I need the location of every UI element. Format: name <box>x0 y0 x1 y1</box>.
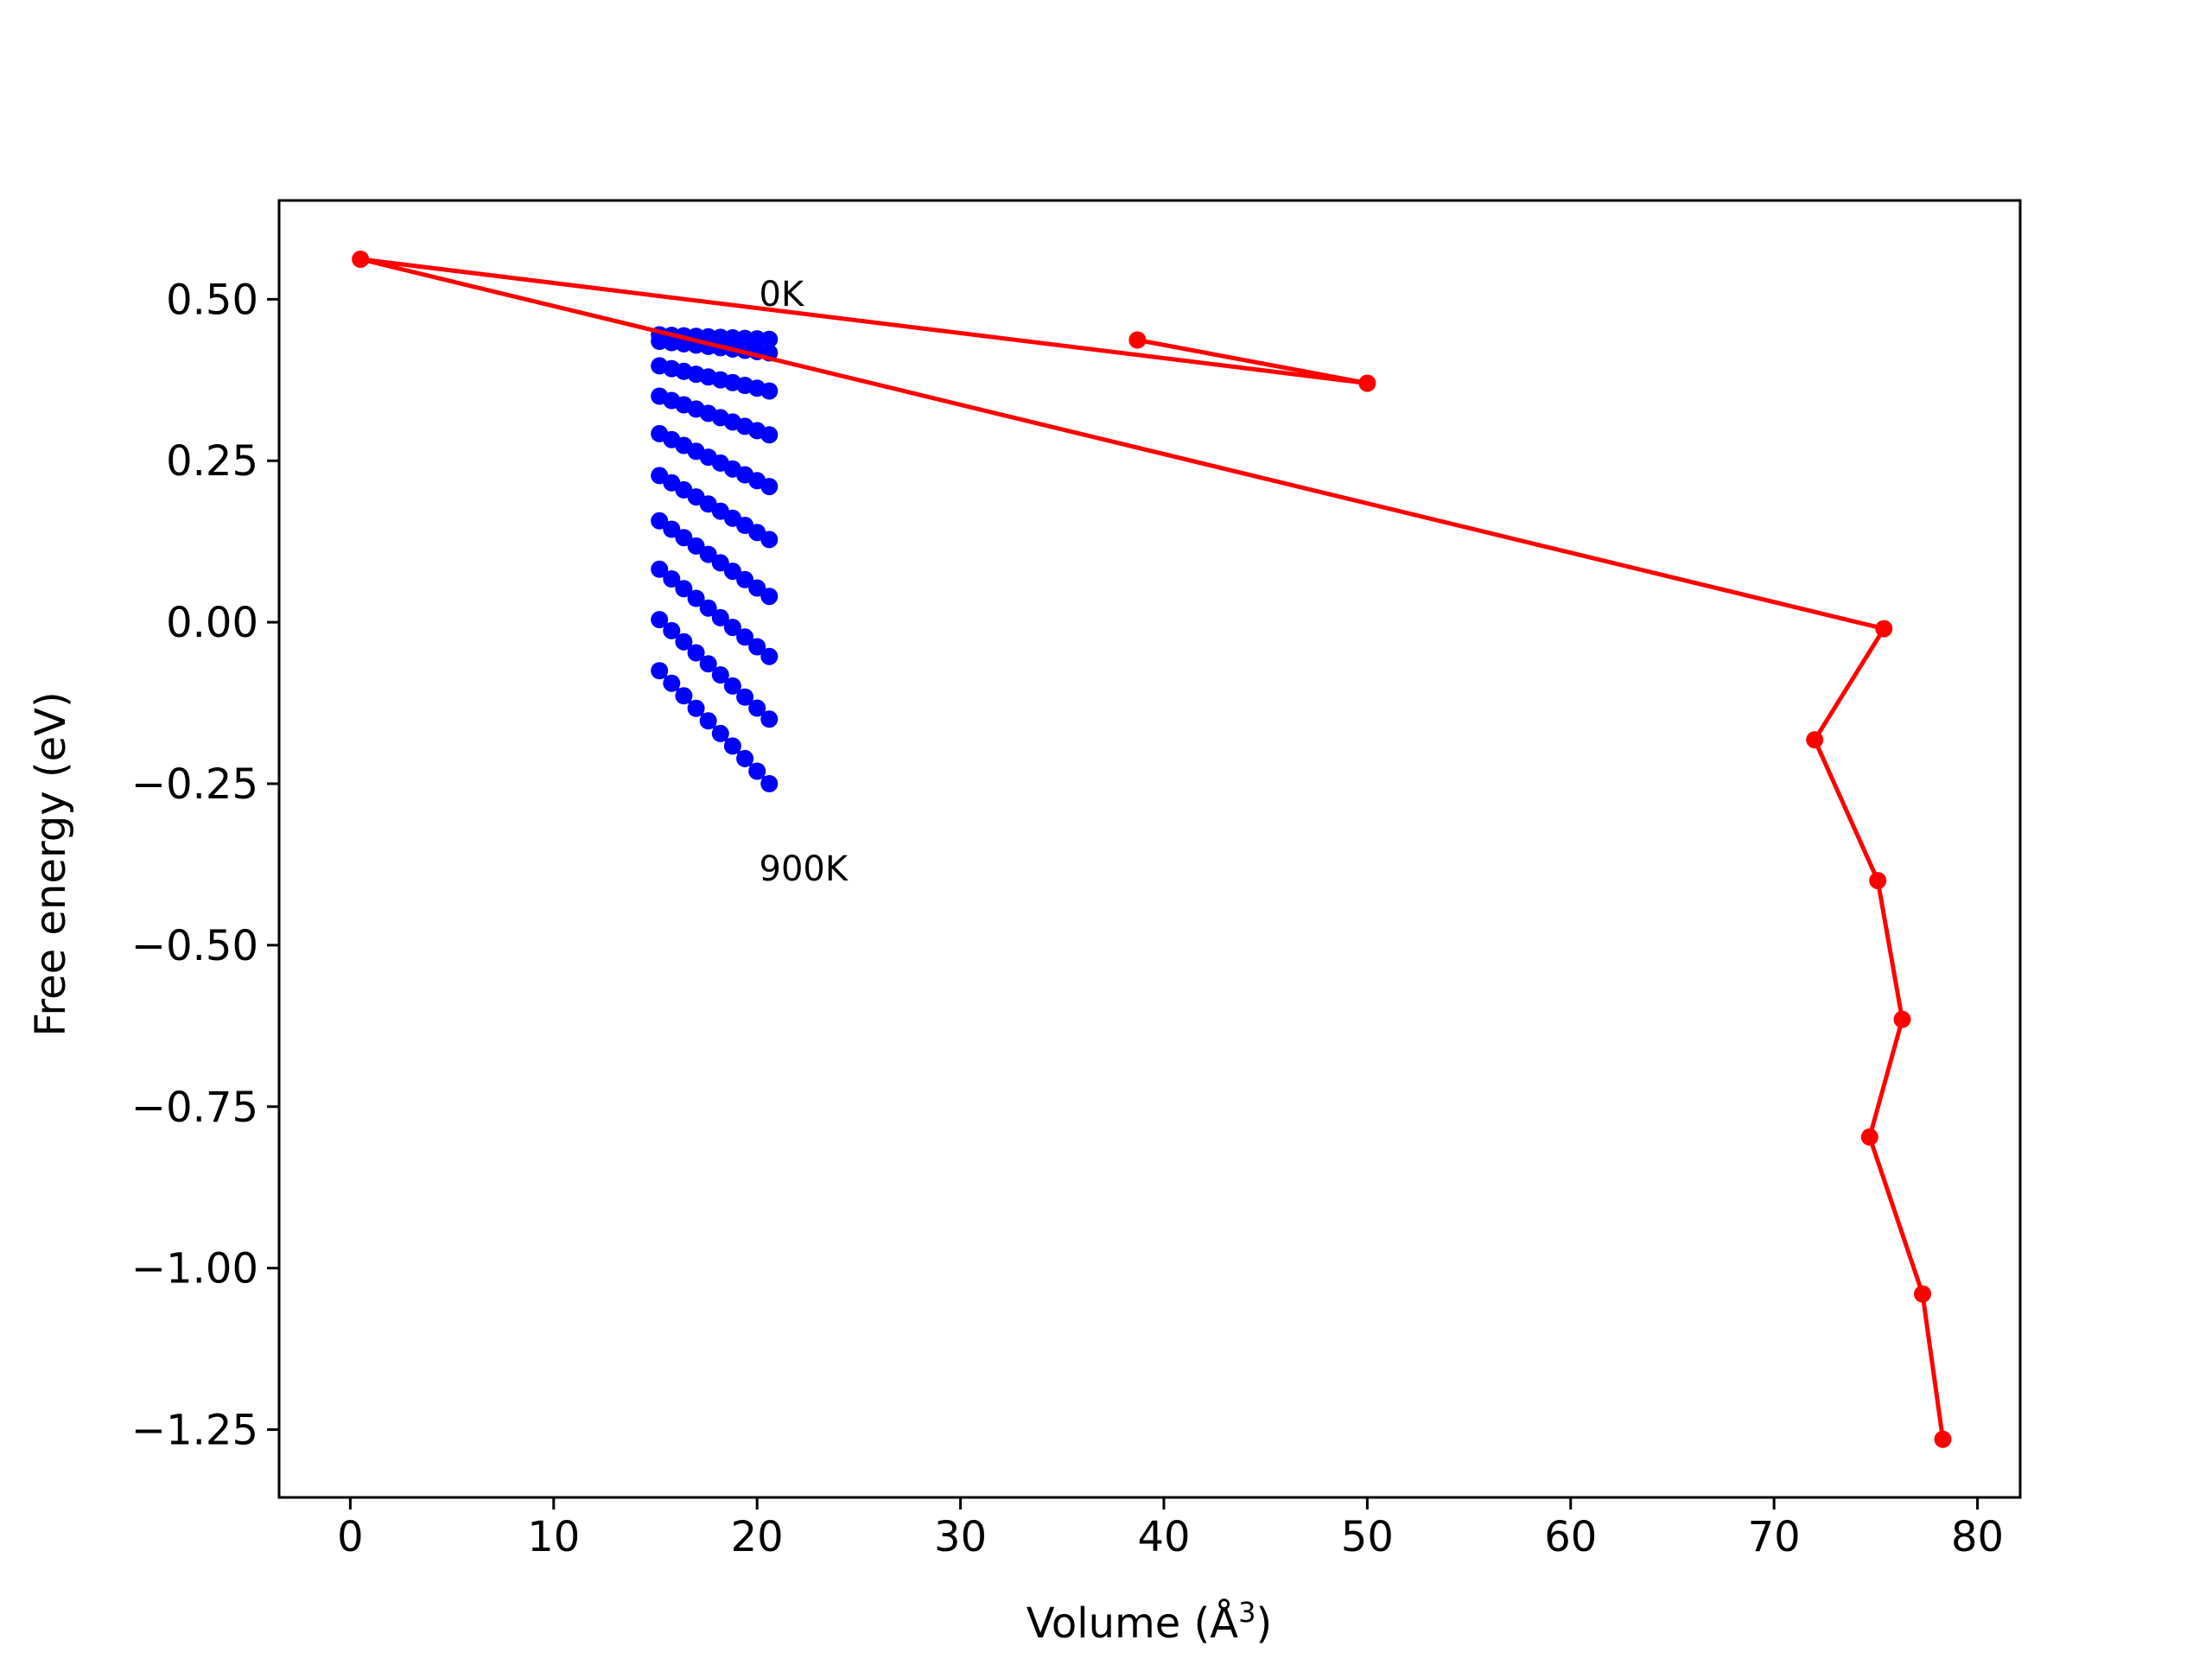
series-1-point <box>711 554 729 572</box>
x-tick-label: 40 <box>1137 1513 1190 1561</box>
x-tick-label: 20 <box>731 1513 784 1561</box>
y-tick-label: 0.25 <box>166 437 258 486</box>
series-1-point <box>699 712 717 730</box>
x-axis-label: Volume (Å3) <box>1027 1596 1272 1648</box>
series-2-point <box>352 251 370 268</box>
series-1-point <box>760 330 779 348</box>
x-tick-label: 80 <box>1951 1513 2004 1561</box>
annotation-label: 900K <box>760 849 849 889</box>
series-1-point <box>651 512 669 530</box>
x-tick-label: 50 <box>1341 1513 1394 1561</box>
series-1-point <box>699 655 717 673</box>
x-axis-label-main: Volume (Å <box>1027 1599 1239 1648</box>
series-1-point <box>736 628 754 646</box>
series-1-point <box>663 674 681 692</box>
series-2-point <box>1893 1010 1911 1028</box>
series-1-point <box>760 647 779 665</box>
y-axis: 0.50 0.25 0.00 −0.25 −0.50 −0.75 −1.00 −1.25 <box>131 276 279 1455</box>
x-tick-label: 0 <box>337 1513 364 1561</box>
series-1-point <box>748 579 766 597</box>
series-1-point <box>748 699 766 717</box>
series-1-point <box>723 563 741 581</box>
series-1-point <box>711 724 729 742</box>
y-tick-label: −1.00 <box>131 1245 258 1294</box>
series-1-point <box>675 687 693 705</box>
series-1-point <box>736 329 754 347</box>
y-tick-label: 0.00 <box>166 599 258 647</box>
series-1-point <box>651 611 669 629</box>
series-1-point <box>687 699 705 717</box>
series-1-point <box>663 621 681 639</box>
series-2-point <box>1358 374 1376 392</box>
series-1-point <box>736 688 754 706</box>
series-1-point <box>748 330 766 348</box>
y-tick-label: −0.75 <box>131 1084 258 1132</box>
series-1-point <box>760 710 779 728</box>
y-axis-label: Free energy (eV) <box>27 691 75 1036</box>
x-tick-label: 70 <box>1748 1513 1801 1561</box>
series-1-point <box>760 531 779 549</box>
x-axis-label-superscript: 3 <box>1238 1596 1255 1629</box>
series-1-point <box>687 589 705 607</box>
series-2-line-1 <box>358 257 1945 1440</box>
series-1-point <box>699 599 717 617</box>
x-axis-label-close: ) <box>1255 1599 1272 1648</box>
series-1-point <box>723 737 741 755</box>
series-2-point <box>1869 872 1887 890</box>
x-tick-label: 10 <box>527 1513 580 1561</box>
y-tick-label: −1.25 <box>131 1407 258 1455</box>
annotations: 0K 900K <box>760 275 849 889</box>
axes-frame <box>277 199 2022 1499</box>
x-tick-label: 60 <box>1544 1513 1597 1561</box>
y-tick-label: 0.50 <box>166 276 258 324</box>
series-1-point <box>760 775 779 792</box>
y-tick-label: −0.25 <box>131 760 258 809</box>
y-tick-label: −0.50 <box>131 922 258 970</box>
series-1-point <box>760 426 779 444</box>
x-tick-label: 30 <box>934 1513 987 1561</box>
series-2-point <box>1934 1430 1952 1448</box>
series-1-point <box>651 662 669 680</box>
x-axis: 0 10 20 30 40 50 60 70 80 <box>337 1497 2004 1561</box>
series-1-point <box>675 632 693 651</box>
series-2-point <box>1875 620 1893 638</box>
series-1-point <box>663 570 681 588</box>
series-1-point <box>687 537 705 555</box>
series-1-point <box>699 545 717 563</box>
series-1-point <box>711 608 729 626</box>
series-1-point <box>675 529 693 547</box>
series-1-point <box>711 666 729 684</box>
series-1-point <box>760 478 779 496</box>
series-1-point <box>760 382 779 400</box>
series-1-point <box>748 638 766 656</box>
series-1-point <box>675 580 693 598</box>
plot-area <box>352 251 1952 1448</box>
series-1-point <box>760 588 779 606</box>
series-1-point <box>723 619 741 637</box>
annotation-label: 0K <box>760 275 805 315</box>
series-1-point <box>748 762 766 780</box>
series-1-point <box>723 677 741 695</box>
series-1-point <box>651 560 669 578</box>
series-2-point <box>1860 1128 1878 1146</box>
series-2-point <box>1914 1285 1931 1303</box>
series-2-point <box>1128 331 1147 349</box>
series-1-point <box>663 520 681 538</box>
series-1-line-10 <box>658 669 772 785</box>
series-1-point <box>687 644 705 662</box>
series-2-point <box>1806 731 1824 749</box>
series-2 <box>352 251 1952 1448</box>
series-1-point <box>736 570 754 588</box>
series-1-point <box>736 749 754 767</box>
